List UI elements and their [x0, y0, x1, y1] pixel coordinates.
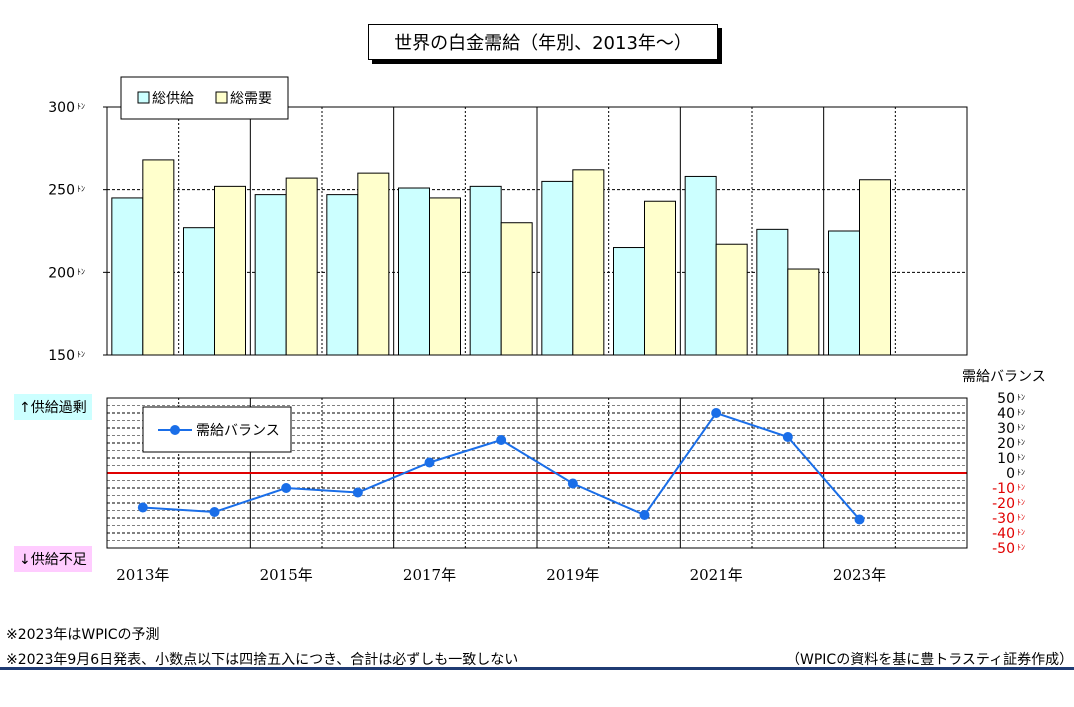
bar-y-tick-unit: ﾄﾝ [77, 350, 85, 359]
line-y-tick-unit: ﾄﾝ [1017, 453, 1025, 462]
bar-y-tick-label: 150 [48, 348, 75, 364]
bottom-divider [0, 667, 1074, 670]
supply-bar [613, 247, 645, 356]
supply-bar [398, 187, 430, 356]
line-y-tick-unit: ﾄﾝ [1017, 498, 1025, 507]
line-y-tick-unit: ﾄﾝ [1017, 393, 1025, 402]
balance-point [281, 483, 292, 493]
line-y-tick-unit: ﾄﾝ [1017, 528, 1025, 537]
line-y-tick-label: -20 [992, 496, 1015, 512]
demand-bar [644, 200, 676, 356]
line-y-tick-label: 20 [997, 436, 1015, 452]
balance-point [209, 507, 220, 517]
line-y-tick-label: -40 [992, 526, 1015, 542]
legend-supply-swatch [137, 91, 150, 104]
x-tick-label: 2017年 [403, 566, 456, 584]
line-y-tick-label: -50 [992, 541, 1015, 557]
demand-bar [357, 172, 390, 356]
demand-bar [787, 268, 820, 356]
demand-bar [715, 243, 748, 356]
line-y-tick-unit: ﾄﾝ [1017, 408, 1025, 417]
x-tick-label: 2015年 [260, 566, 313, 584]
demand-bar [142, 159, 175, 356]
bar-y-tick-unit: ﾄﾝ [77, 185, 85, 194]
supply-bar [183, 227, 215, 356]
supply-bar [326, 194, 359, 356]
line-y-tick-label: -30 [992, 511, 1015, 527]
x-tick-label: 2021年 [690, 566, 743, 584]
demand-bar [572, 169, 605, 356]
line-y-tick-unit: ﾄﾝ [1017, 468, 1025, 477]
supply-bar [756, 228, 789, 356]
x-tick-label: 2019年 [546, 566, 599, 584]
bar-y-tick-unit: ﾄﾝ [77, 102, 85, 111]
legend-demand-label: 総需要 [230, 91, 272, 107]
line-y-tick-label: -10 [992, 481, 1015, 497]
bar-y-tick-label: 200 [48, 265, 75, 281]
demand-bar [285, 177, 318, 356]
supply-bar [541, 180, 574, 356]
x-tick-label: 2023年 [833, 566, 886, 584]
line-y-tick-unit: ﾄﾝ [1017, 438, 1025, 447]
line-plot-border [106, 397, 968, 549]
supply-bar [684, 175, 717, 356]
demand-bar [500, 222, 533, 356]
balance-point [639, 510, 650, 520]
balance-point [352, 487, 363, 498]
line-y-tick-label: 10 [997, 451, 1015, 467]
demand-bar [214, 185, 246, 356]
balance-point [137, 502, 148, 513]
balance-point [711, 408, 722, 418]
bar-plot-border [106, 106, 968, 356]
line-y-tick-unit: ﾄﾝ [1017, 423, 1025, 432]
supply-bar [828, 230, 860, 356]
note-forecast: ※2023年はWPICの予測 [6, 627, 160, 643]
balance-axis-title: 需給バランス [962, 369, 1046, 385]
bar-y-tick-label: 250 [48, 183, 75, 199]
deficit-label: ↓供給不足 [14, 546, 92, 572]
line-y-tick-unit: ﾄﾝ [1017, 543, 1025, 552]
balance-point [567, 478, 578, 489]
supply-bar [254, 194, 287, 356]
legend-balance-label: 需給バランス [196, 423, 280, 439]
demand-bar [859, 179, 891, 356]
legend-demand-swatch [215, 91, 228, 104]
legend-supply-label: 総供給 [152, 91, 194, 107]
line-y-tick-unit: ﾄﾝ [1017, 483, 1025, 492]
note-rounding: ※2023年9月6日発表、小数点以下は四捨五入につき、合計は必ずしも一致しない [6, 652, 519, 668]
line-y-tick-label: 50 [997, 391, 1015, 407]
supply-bar [111, 197, 144, 356]
balance-point [854, 514, 865, 525]
balance-point [424, 457, 435, 468]
bar-y-tick-unit: ﾄﾝ [77, 267, 85, 276]
supply-bar [469, 185, 502, 356]
line-y-tick-label: 40 [997, 406, 1015, 422]
source-note: （WPICの資料を基に豊トラスティ証券作成） [786, 652, 1074, 668]
balance-point [496, 435, 507, 445]
line-y-tick-unit: ﾄﾝ [1017, 513, 1025, 522]
x-tick-label: 2013年 [116, 566, 169, 584]
legend-balance-marker [170, 425, 180, 435]
chart-title: 世界の白金需給（年別、2013年～） [368, 24, 718, 60]
line-y-tick-label: 0 [1006, 466, 1015, 482]
bar-y-tick-label: 300 [48, 100, 75, 116]
balance-point [782, 432, 793, 442]
surplus-label: ↑供給過剰 [14, 394, 92, 420]
line-y-tick-label: 30 [997, 421, 1015, 437]
demand-bar [429, 197, 461, 356]
